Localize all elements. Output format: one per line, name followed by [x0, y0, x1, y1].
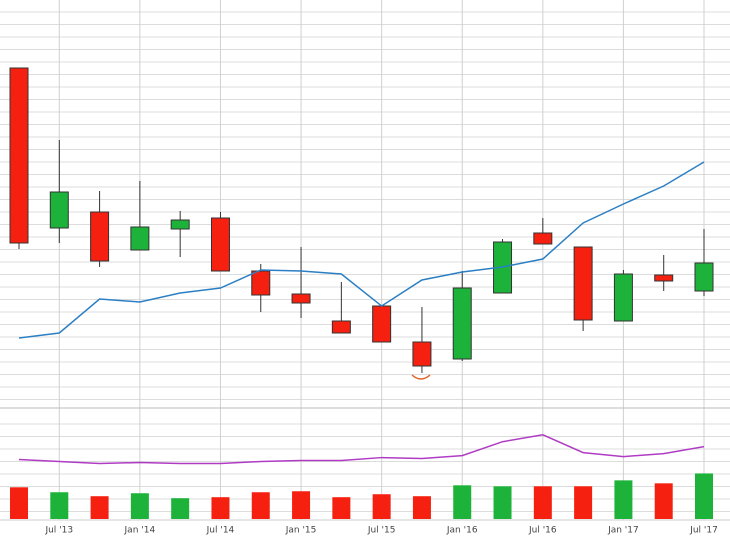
- volume-bar: [50, 492, 69, 519]
- moving-average-line: [18, 161, 705, 339]
- volume-bar: [251, 492, 270, 519]
- volume-bar: [292, 491, 311, 519]
- x-tick-label: Jul '15: [367, 526, 396, 536]
- candle-body: [372, 305, 392, 343]
- volume-bar: [574, 486, 593, 519]
- volume-bar: [10, 487, 28, 519]
- x-tick-label: Jul '16: [528, 526, 557, 536]
- x-tick-label: Jan '14: [124, 526, 156, 536]
- x-tick-label: Jan '16: [446, 526, 478, 536]
- volume-bar: [171, 498, 190, 519]
- volume-bar: [533, 486, 552, 519]
- candle-body: [694, 262, 714, 292]
- price-grid: [0, 0, 730, 400]
- x-tick-label: Jul '13: [44, 526, 73, 536]
- candle-body: [291, 293, 311, 304]
- volume-bar: [332, 497, 351, 519]
- x-tick-label: Jul '14: [206, 526, 235, 536]
- volume-bar: [211, 497, 230, 519]
- volume-average-line: [18, 433, 705, 465]
- candle-body: [654, 274, 674, 282]
- x-tick-label: Jan '17: [607, 526, 639, 536]
- volume-bar: [372, 494, 391, 519]
- candle-body: [573, 246, 593, 321]
- candle-body: [9, 67, 29, 244]
- volume-bar: [90, 496, 109, 519]
- candle-body: [412, 341, 432, 367]
- candle-body: [90, 211, 110, 262]
- x-tick-label: Jul '17: [689, 526, 718, 536]
- event-marker: [411, 374, 431, 380]
- candle-body: [533, 232, 553, 245]
- candle-body: [49, 191, 69, 229]
- x-tick-label: Jan '15: [285, 526, 317, 536]
- volume-bar: [412, 496, 431, 519]
- candle-body: [170, 219, 190, 230]
- candle-body: [130, 226, 150, 251]
- candle-body: [331, 320, 351, 334]
- volume-bar: [654, 483, 673, 519]
- volume-grid: [0, 412, 730, 520]
- candle-body: [210, 217, 230, 272]
- candle-body: [251, 270, 271, 296]
- volume-bar: [453, 485, 472, 519]
- volume-bar: [695, 473, 713, 519]
- volume-bar: [130, 493, 149, 519]
- candle-body: [452, 287, 472, 360]
- candle-body: [613, 273, 633, 322]
- volume-bar: [614, 480, 633, 519]
- volume-bar: [493, 486, 512, 519]
